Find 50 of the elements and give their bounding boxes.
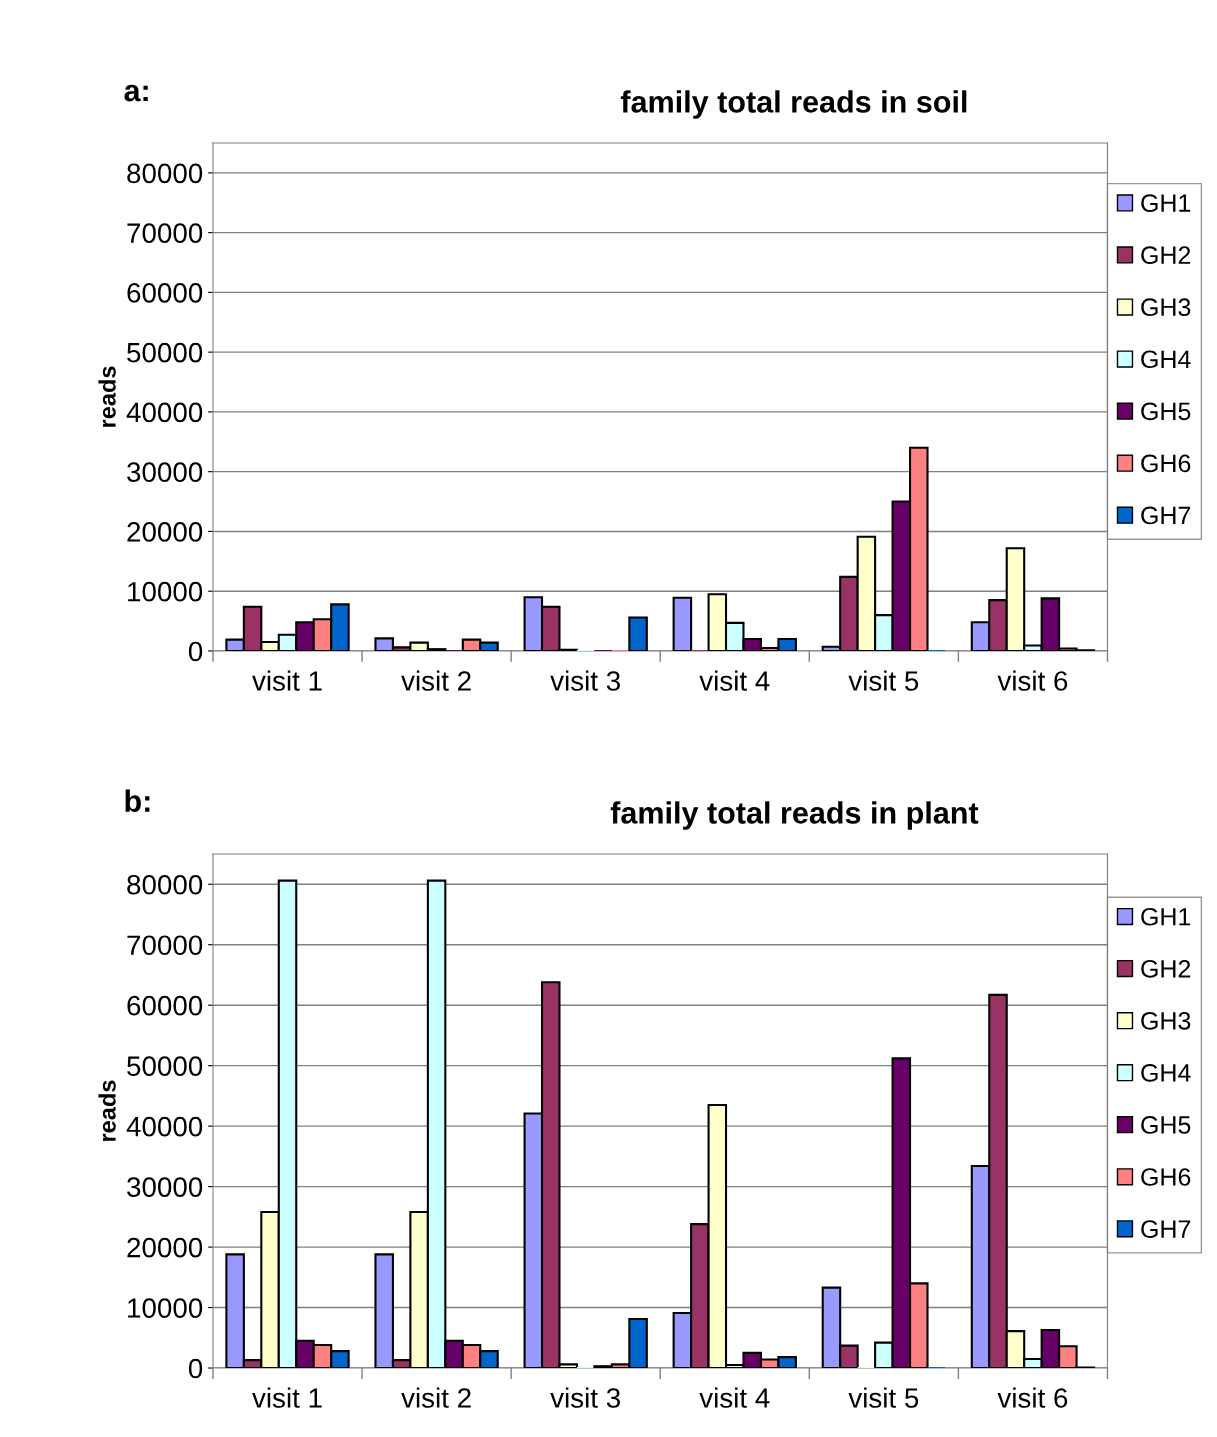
chart-title: family total reads in soil: [620, 90, 967, 119]
legend-label: GH1: [1141, 907, 1191, 926]
legend-label: GH3: [1141, 1011, 1191, 1030]
legend-label: GH7: [1141, 1220, 1191, 1238]
x-tick-label: visit 5: [848, 670, 919, 691]
y-axis-title: reads: [98, 366, 116, 427]
legend-label: GH4: [1141, 350, 1191, 369]
y-tick-label: 80000: [127, 163, 203, 184]
x-tick-label: visit 3: [550, 1387, 620, 1408]
y-tick-label: 70000: [127, 935, 203, 956]
legend-label: GH5: [1141, 402, 1191, 421]
legend-label: GH6: [1141, 1168, 1191, 1186]
legend-label: GH2: [1141, 959, 1191, 978]
y-tick-label: 0: [188, 1358, 203, 1379]
legend-label: GH4: [1141, 1064, 1191, 1082]
x-tick-label: visit 4: [699, 1387, 770, 1408]
y-tick-label: 30000: [127, 1177, 203, 1197]
y-tick-label: 80000: [127, 874, 203, 895]
x-tick-label: visit 4: [699, 670, 770, 691]
x-tick-label: visit 6: [997, 1387, 1068, 1408]
y-tick-label: 40000: [126, 402, 203, 423]
legend-label: GH2: [1141, 246, 1191, 265]
y-tick-label: 40000: [126, 1116, 203, 1137]
text: b:: [125, 789, 150, 812]
y-tick-label: 20000: [127, 522, 203, 542]
y-tick-label: 50000: [127, 342, 203, 363]
y-tick-label: 10000: [128, 1298, 203, 1318]
legend-label: GH7: [1141, 506, 1191, 525]
chart-title: family total reads in plant: [610, 801, 979, 830]
y-tick-label: 50000: [127, 1056, 203, 1076]
legend-label: GH1: [1141, 194, 1191, 212]
legend-label: GH6: [1141, 454, 1191, 473]
y-tick-label: 60000: [127, 283, 203, 303]
x-tick-label: visit 3: [550, 670, 620, 691]
y-tick-label: 0: [188, 641, 203, 662]
x-tick-label: visit 1: [252, 670, 322, 691]
x-tick-label: visit 5: [848, 1387, 919, 1408]
x-tick-label: visit 6: [997, 670, 1068, 691]
legend-label: GH5: [1141, 1116, 1191, 1134]
y-tick-label: 10000: [128, 581, 203, 602]
y-tick-label: 20000: [127, 1237, 203, 1258]
legend-label: GH3: [1141, 298, 1191, 317]
x-tick-label: visit 1: [252, 1387, 322, 1408]
y-tick-label: 30000: [127, 462, 203, 483]
x-tick-label: visit 2: [401, 670, 471, 691]
y-axis-title: reads: [98, 1080, 116, 1141]
x-tick-label: visit 2: [401, 1387, 471, 1408]
y-tick-label: 70000: [127, 223, 203, 243]
text: a:: [124, 84, 148, 102]
y-tick-label: 60000: [127, 995, 203, 1016]
